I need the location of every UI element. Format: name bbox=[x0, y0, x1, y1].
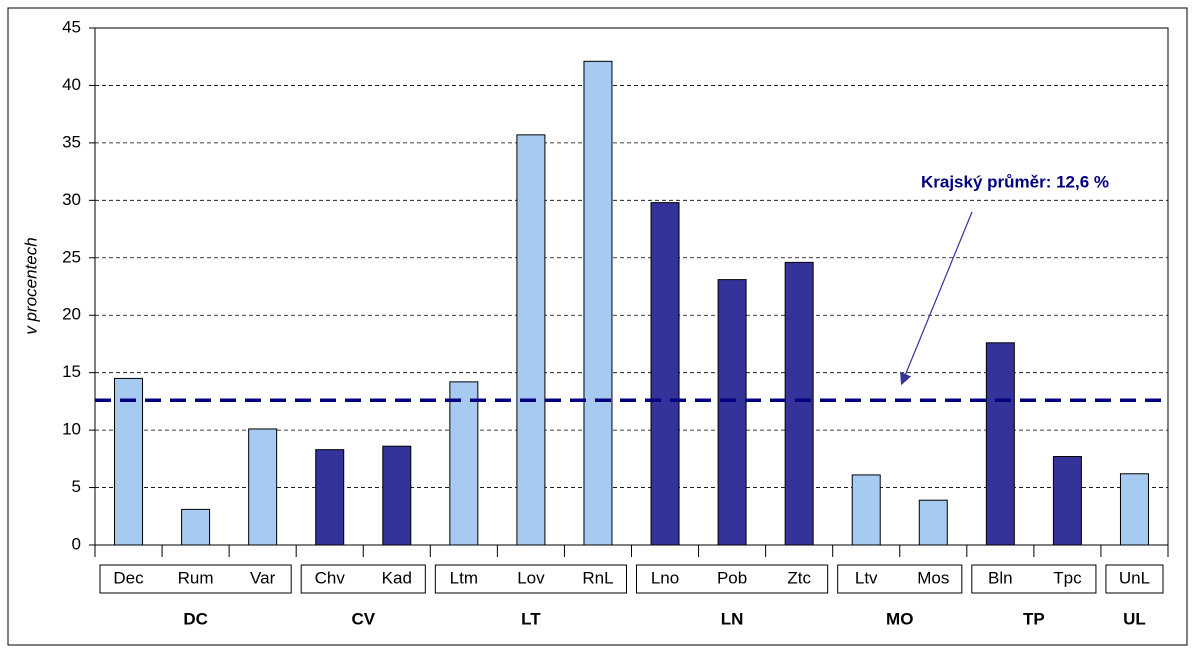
group-box bbox=[99, 564, 292, 594]
x-tick-label: RnL bbox=[582, 568, 613, 587]
y-tick-label: 5 bbox=[72, 477, 81, 496]
x-tick-label: Chv bbox=[315, 568, 346, 587]
x-tick-label: Pob bbox=[717, 568, 747, 587]
x-tick-label: Rum bbox=[178, 568, 214, 587]
group-box bbox=[636, 564, 829, 594]
y-tick-label: 0 bbox=[72, 534, 81, 553]
y-tick-label: 30 bbox=[62, 190, 81, 209]
y-tick-label: 10 bbox=[62, 420, 81, 439]
x-tick-label: Bln bbox=[988, 568, 1013, 587]
bar bbox=[315, 449, 345, 546]
group-label: UL bbox=[1123, 609, 1146, 628]
bar bbox=[516, 134, 546, 546]
x-tick-label: Kad bbox=[382, 568, 412, 587]
group-box bbox=[1105, 564, 1164, 594]
group-label: LN bbox=[721, 609, 744, 628]
bar bbox=[248, 428, 278, 546]
y-tick-label: 45 bbox=[62, 17, 81, 36]
bar bbox=[985, 342, 1015, 546]
reference-arrow bbox=[900, 211, 973, 386]
x-tick-label: Ztc bbox=[787, 568, 811, 587]
bar bbox=[181, 508, 211, 546]
x-tick-label: Mos bbox=[917, 568, 949, 587]
bar bbox=[1119, 473, 1149, 546]
y-tick-label: 35 bbox=[62, 132, 81, 151]
bar bbox=[784, 261, 814, 546]
group-box bbox=[434, 564, 627, 594]
reference-label: Krajský průměr: 12,6 % bbox=[921, 172, 1109, 191]
group-label: DC bbox=[183, 609, 208, 628]
group-label: LT bbox=[521, 609, 541, 628]
bar bbox=[583, 60, 613, 546]
bar bbox=[851, 474, 881, 546]
y-tick-label: 20 bbox=[62, 305, 81, 324]
bar bbox=[114, 377, 144, 546]
y-axis-label: v procentech bbox=[21, 237, 40, 334]
bar bbox=[449, 381, 479, 546]
group-box bbox=[837, 564, 963, 594]
x-tick-label: Lov bbox=[517, 568, 545, 587]
x-tick-label: Ltm bbox=[450, 568, 478, 587]
bar bbox=[382, 445, 412, 546]
y-tick-label: 40 bbox=[62, 75, 81, 94]
y-tick-label: 25 bbox=[62, 247, 81, 266]
bar bbox=[650, 202, 680, 546]
x-tick-label: Lno bbox=[651, 568, 679, 587]
bar bbox=[717, 279, 747, 546]
y-tick-label: 15 bbox=[62, 362, 81, 381]
group-box bbox=[300, 564, 426, 594]
group-box bbox=[971, 564, 1097, 594]
x-tick-label: Var bbox=[250, 568, 276, 587]
x-tick-label: Ltv bbox=[855, 568, 878, 587]
bar bbox=[1052, 456, 1082, 546]
group-label: CV bbox=[351, 609, 375, 628]
group-label: MO bbox=[886, 609, 913, 628]
group-label: TP bbox=[1023, 609, 1045, 628]
x-tick-label: Dec bbox=[113, 568, 144, 587]
x-tick-label: UnL bbox=[1119, 568, 1150, 587]
x-tick-label: Tpc bbox=[1053, 568, 1082, 587]
bar bbox=[918, 499, 948, 546]
